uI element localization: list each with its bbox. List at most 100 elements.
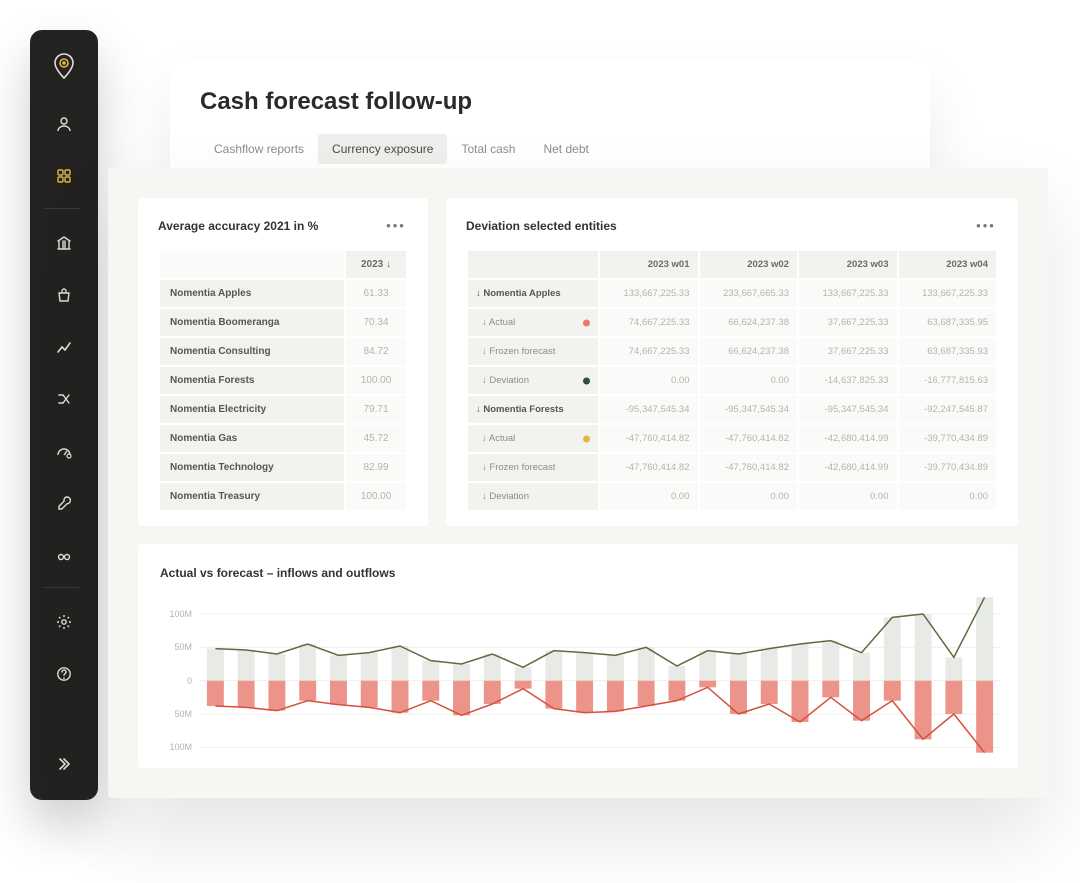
table-row: Nomentia Consulting84.72 [160,338,406,365]
table-row: ↓ Deviation0.000.000.000.00 [468,483,996,510]
column-header[interactable]: 2023 w02 [700,251,798,278]
cell-value: -16,777,815.63 [899,367,997,394]
cell-value: 74,667,225.33 [600,338,698,365]
cell-value: -47,760,414.82 [700,454,798,481]
more-icon[interactable]: ••• [974,218,998,233]
cell-value: -47,760,414.82 [700,425,798,452]
chart-panel: Actual vs forecast – inflows and outflow… [138,544,1018,768]
page-title: Cash forecast follow-up [200,88,900,116]
cell-value: 0.00 [600,483,698,510]
cell-value: 66,624,237.38 [700,338,798,365]
deviation-panel: Deviation selected entities ••• 2023 w01… [446,198,1018,526]
cell-value: 0.00 [899,483,997,510]
column-header[interactable]: 2023 w04 [899,251,997,278]
column-header[interactable] [468,251,598,278]
group-label[interactable]: ↓ Nomentia Forests [468,396,598,423]
table-row: ↓ Actual-47,760,414.82-47,760,414.82-42,… [468,425,996,452]
chart-area: 100M 50M 0 50M 100M [160,594,996,754]
table-row: Nomentia Forests100.00 [160,367,406,394]
cell-value: -95,347,545.34 [799,396,897,423]
y-axis-label: 100M [169,742,192,752]
row-label[interactable]: ↓ Actual [468,309,598,336]
dashboard-card: Average accuracy 2021 in % ••• 2023 ↓ No… [108,168,1048,798]
cell-value: 37,667,225.33 [799,309,897,336]
row-label[interactable]: ↓ Frozen forecast [468,338,598,365]
tab-total-cash[interactable]: Total cash [447,134,529,164]
accuracy-value: 61.33 [346,280,406,307]
cell-value: 133,667,225.33 [600,280,698,307]
accuracy-value: 82.99 [346,454,406,481]
sidebar-user-icon[interactable] [44,104,84,144]
sidebar-grid-icon[interactable] [44,156,84,196]
cell-value: -47,760,414.82 [600,454,698,481]
cell-value: 0.00 [700,367,798,394]
more-icon[interactable]: ••• [384,218,408,233]
cell-value: -92,247,545.87 [899,396,997,423]
column-header[interactable]: 2023 w01 [600,251,698,278]
accuracy-table: 2023 ↓ Nomentia Apples61.33Nomentia Boom… [158,249,408,512]
cell-value: -95,347,545.34 [600,396,698,423]
accuracy-value: 100.00 [346,367,406,394]
table-row: Nomentia Technology82.99 [160,454,406,481]
row-label[interactable]: ↓ Actual [468,425,598,452]
sidebar-divider [44,587,80,588]
sidebar [30,30,98,800]
sidebar-bank-icon[interactable] [44,223,84,263]
table-row: Nomentia Boomeranga70.34 [160,309,406,336]
row-label[interactable]: ↓ Frozen forecast [468,454,598,481]
accuracy-value: 79.71 [346,396,406,423]
table-row: Nomentia Electricity79.71 [160,396,406,423]
tabs: Cashflow reportsCurrency exposureTotal c… [200,134,900,164]
deviation-title: Deviation selected entities [466,219,617,233]
cell-value: -42,680,414.99 [799,425,897,452]
accuracy-value: 100.00 [346,483,406,510]
cell-value: 63,687,335.93 [899,338,997,365]
table-row[interactable]: ↓ Nomentia Apples133,667,225.33233,667,6… [468,280,996,307]
cell-value: 0.00 [700,483,798,510]
row-label[interactable]: ↓ Deviation [468,483,598,510]
cell-value: -39,770,434.89 [899,425,997,452]
cell-value: 233,667,665.33 [700,280,798,307]
sidebar-gear-icon[interactable] [44,602,84,642]
tab-cashflow-reports[interactable]: Cashflow reports [200,134,318,164]
table-row: ↓ Actual74,667,225.3366,624,237.3837,667… [468,309,996,336]
y-axis-label: 100M [169,609,192,619]
cell-value: 37,667,225.33 [799,338,897,365]
group-label[interactable]: ↓ Nomentia Apples [468,280,598,307]
table-row[interactable]: ↓ Nomentia Forests-95,347,545.34-95,347,… [468,396,996,423]
sidebar-wrench-icon[interactable] [44,483,84,523]
tab-currency-exposure[interactable]: Currency exposure [318,134,447,164]
cell-value: -47,760,414.82 [600,425,698,452]
y-axis-label: 0 [187,676,192,686]
logo-icon [48,50,80,82]
row-label[interactable]: ↓ Deviation [468,367,598,394]
accuracy-value: 70.34 [346,309,406,336]
accuracy-value: 45.72 [346,425,406,452]
cell-value: -39,770,434.89 [899,454,997,481]
cell-value: 0.00 [600,367,698,394]
sidebar-merge-icon[interactable] [44,379,84,419]
sidebar-gauge-icon[interactable] [44,431,84,471]
sidebar-bag-icon[interactable] [44,275,84,315]
sidebar-glasses-icon[interactable] [44,535,84,575]
cell-value: -42,680,414.99 [799,454,897,481]
column-header[interactable]: 2023 w03 [799,251,897,278]
deviation-table: 2023 w012023 w022023 w032023 w04 ↓ Nomen… [466,249,998,512]
sidebar-help-icon[interactable] [44,654,84,694]
cell-value: 66,624,237.38 [700,309,798,336]
table-row: Nomentia Apples61.33 [160,280,406,307]
entity-name: Nomentia Treasury [160,483,344,510]
tab-net-debt[interactable]: Net debt [529,134,602,164]
y-axis-label: 50M [174,709,192,719]
table-row: Nomentia Treasury100.00 [160,483,406,510]
accuracy-col-header[interactable]: 2023 ↓ [346,251,406,278]
entity-name: Nomentia Gas [160,425,344,452]
accuracy-panel: Average accuracy 2021 in % ••• 2023 ↓ No… [138,198,428,526]
table-row: ↓ Frozen forecast-47,760,414.82-47,760,4… [468,454,996,481]
sidebar-chart-icon[interactable] [44,327,84,367]
expand-icon[interactable] [44,744,84,784]
entity-name: Nomentia Boomeranga [160,309,344,336]
cell-value: -14,637,825.33 [799,367,897,394]
y-axis-label: 50M [174,642,192,652]
accuracy-value: 84.72 [346,338,406,365]
